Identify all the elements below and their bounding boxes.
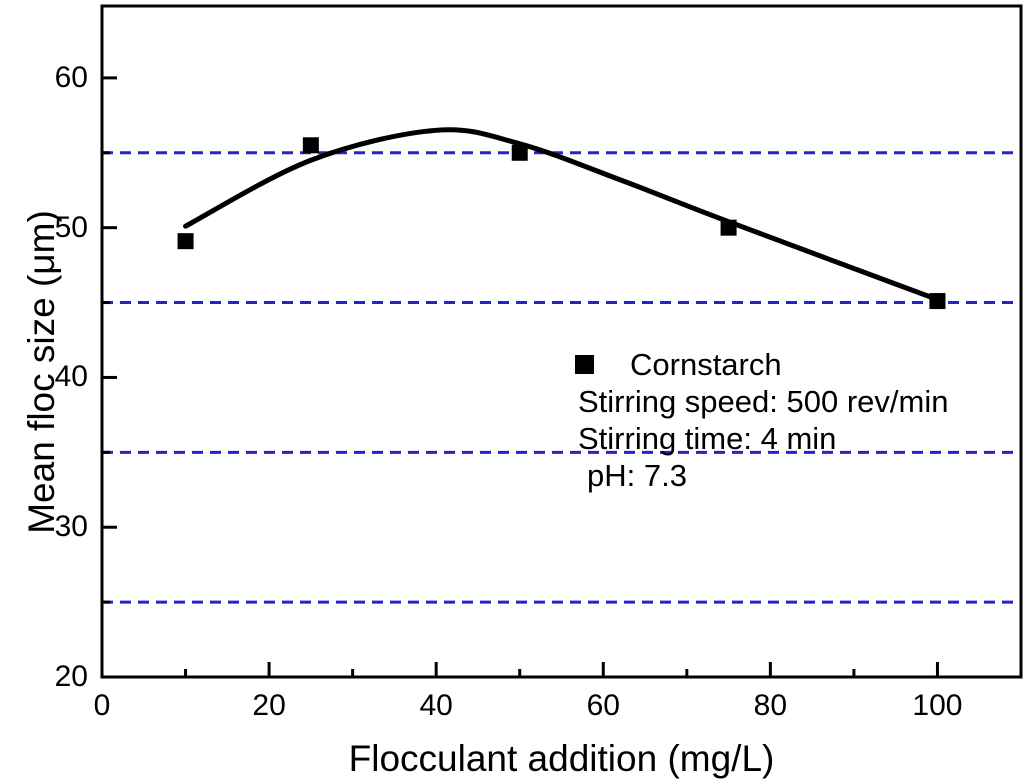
y-axis-title: Mean floc size (μm) bbox=[21, 210, 62, 534]
annotation-stirring-time: Stirring time: 4 min bbox=[578, 421, 837, 456]
x-tick-label-100: 100 bbox=[912, 689, 963, 722]
x-tick-label-40: 40 bbox=[419, 689, 453, 722]
legend-entry: Cornstarch bbox=[573, 346, 948, 383]
data-point-marker bbox=[177, 233, 194, 250]
y-tick-label-60: 60 bbox=[54, 60, 88, 94]
x-tick-label-0: 0 bbox=[93, 689, 111, 722]
legend-annotation-block: Cornstarch Stirring speed: 500 rev/min S… bbox=[573, 346, 948, 494]
data-point-marker bbox=[720, 219, 737, 236]
data-point-marker bbox=[302, 137, 319, 154]
x-tick-label-80: 80 bbox=[753, 689, 788, 722]
legend-series-label: Cornstarch bbox=[630, 347, 782, 382]
annotation-stirring-speed: Stirring speed: 500 rev/min bbox=[578, 384, 949, 419]
axes-frame bbox=[100, 4, 1023, 679]
y-tick-label-30: 30 bbox=[54, 510, 88, 544]
y-tick-label-50: 50 bbox=[54, 210, 88, 244]
data-point-marker bbox=[929, 293, 946, 310]
x-tick-label-20: 20 bbox=[252, 689, 286, 722]
x-tick-label-60: 60 bbox=[586, 689, 620, 722]
x-axis-title: Flocculant addition (mg/L) bbox=[348, 738, 775, 779]
data-point-marker bbox=[511, 144, 528, 161]
y-tick-label-40: 40 bbox=[54, 360, 88, 394]
annotation-ph: pH: 7.3 bbox=[587, 458, 687, 493]
y-tick-label-20: 20 bbox=[54, 660, 88, 693]
fit-curve bbox=[183, 127, 940, 303]
legend-square-marker-icon bbox=[575, 355, 594, 374]
